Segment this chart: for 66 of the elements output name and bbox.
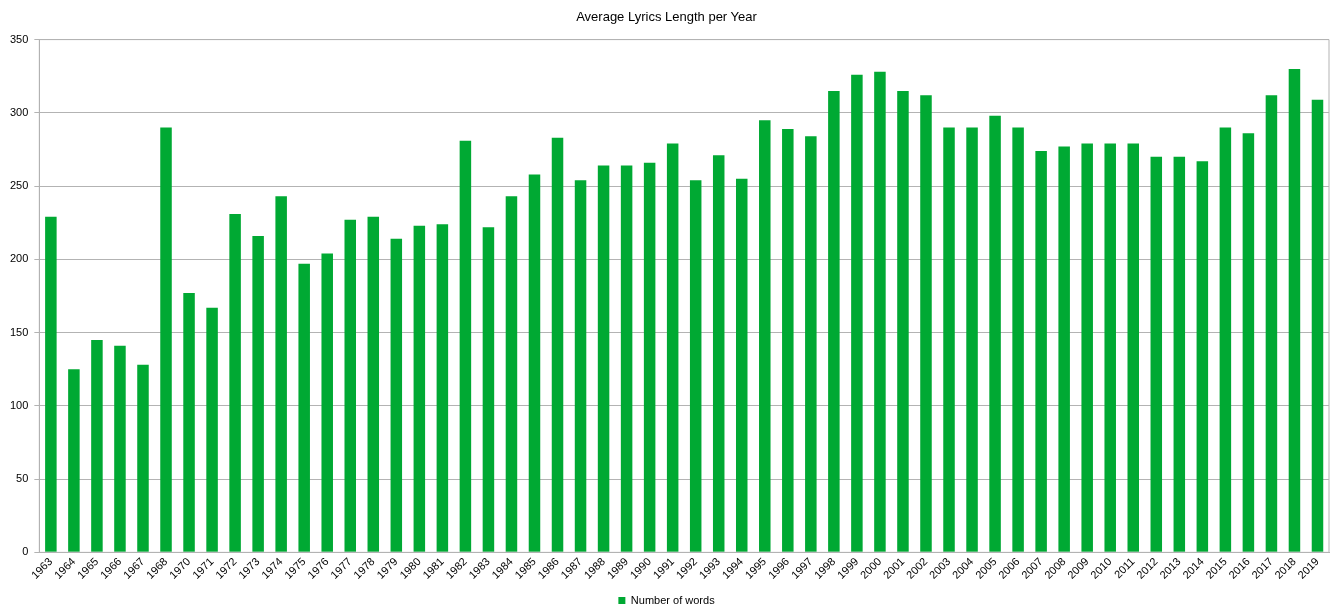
legend-label: Number of words: [630, 593, 716, 606]
bar: [1104, 143, 1116, 552]
bar: [1219, 127, 1232, 552]
y-tick-label: 50: [16, 472, 29, 485]
bar: [712, 155, 725, 552]
bar: [298, 263, 310, 552]
bar: [1035, 150, 1047, 552]
bar: [275, 196, 287, 552]
bar: [413, 225, 426, 552]
bar: [505, 196, 518, 552]
bar: [528, 174, 541, 552]
bar: [759, 120, 771, 552]
bar: [1150, 156, 1163, 552]
y-tick-label: 300: [9, 105, 29, 118]
bar: [620, 165, 633, 552]
bar: [943, 127, 955, 552]
y-tick-label: 200: [9, 252, 29, 265]
bar: [367, 216, 380, 552]
bar: [1288, 68, 1301, 552]
bar: [1081, 143, 1093, 552]
bar: [966, 127, 978, 552]
bar: [390, 238, 403, 552]
bar: [551, 137, 564, 552]
bar: [597, 165, 610, 552]
y-tick-label: 350: [9, 32, 29, 45]
bar: [1311, 99, 1324, 552]
bar: [851, 74, 863, 552]
bar: [874, 71, 886, 552]
bar: [666, 143, 679, 552]
bar: [782, 128, 794, 552]
bar: [206, 307, 218, 552]
bar: [1242, 133, 1255, 552]
bar: [689, 180, 702, 552]
bar: [91, 339, 103, 552]
bar: [1196, 161, 1209, 552]
bar: [1173, 156, 1186, 552]
bar: [897, 90, 909, 552]
bar: [828, 90, 840, 552]
bar: [643, 162, 656, 552]
y-tick-label: 0: [22, 545, 29, 558]
bar: [1058, 146, 1070, 552]
bar: [68, 369, 80, 552]
chart-title: Average Lyrics Length per Year: [576, 9, 758, 25]
bar: [574, 180, 587, 552]
bar: [114, 345, 126, 552]
bar: [436, 224, 449, 552]
bar: [321, 253, 333, 552]
bar: [989, 115, 1001, 552]
y-tick-label: 100: [9, 398, 29, 411]
bar: [45, 216, 57, 552]
bar: [1127, 143, 1140, 552]
bar: [229, 213, 241, 552]
bar: [735, 178, 748, 552]
bar: [920, 95, 932, 552]
bar: [160, 127, 172, 552]
bar: [137, 364, 149, 552]
bar: [459, 140, 472, 552]
y-tick-label: 150: [9, 325, 29, 338]
bar: [482, 227, 495, 552]
bar: [1265, 95, 1278, 552]
bar: [805, 136, 817, 552]
bar: [183, 293, 195, 552]
bar: [1012, 127, 1024, 552]
bar: [252, 235, 264, 552]
bar: [344, 219, 357, 552]
y-tick-label: 250: [9, 179, 29, 192]
